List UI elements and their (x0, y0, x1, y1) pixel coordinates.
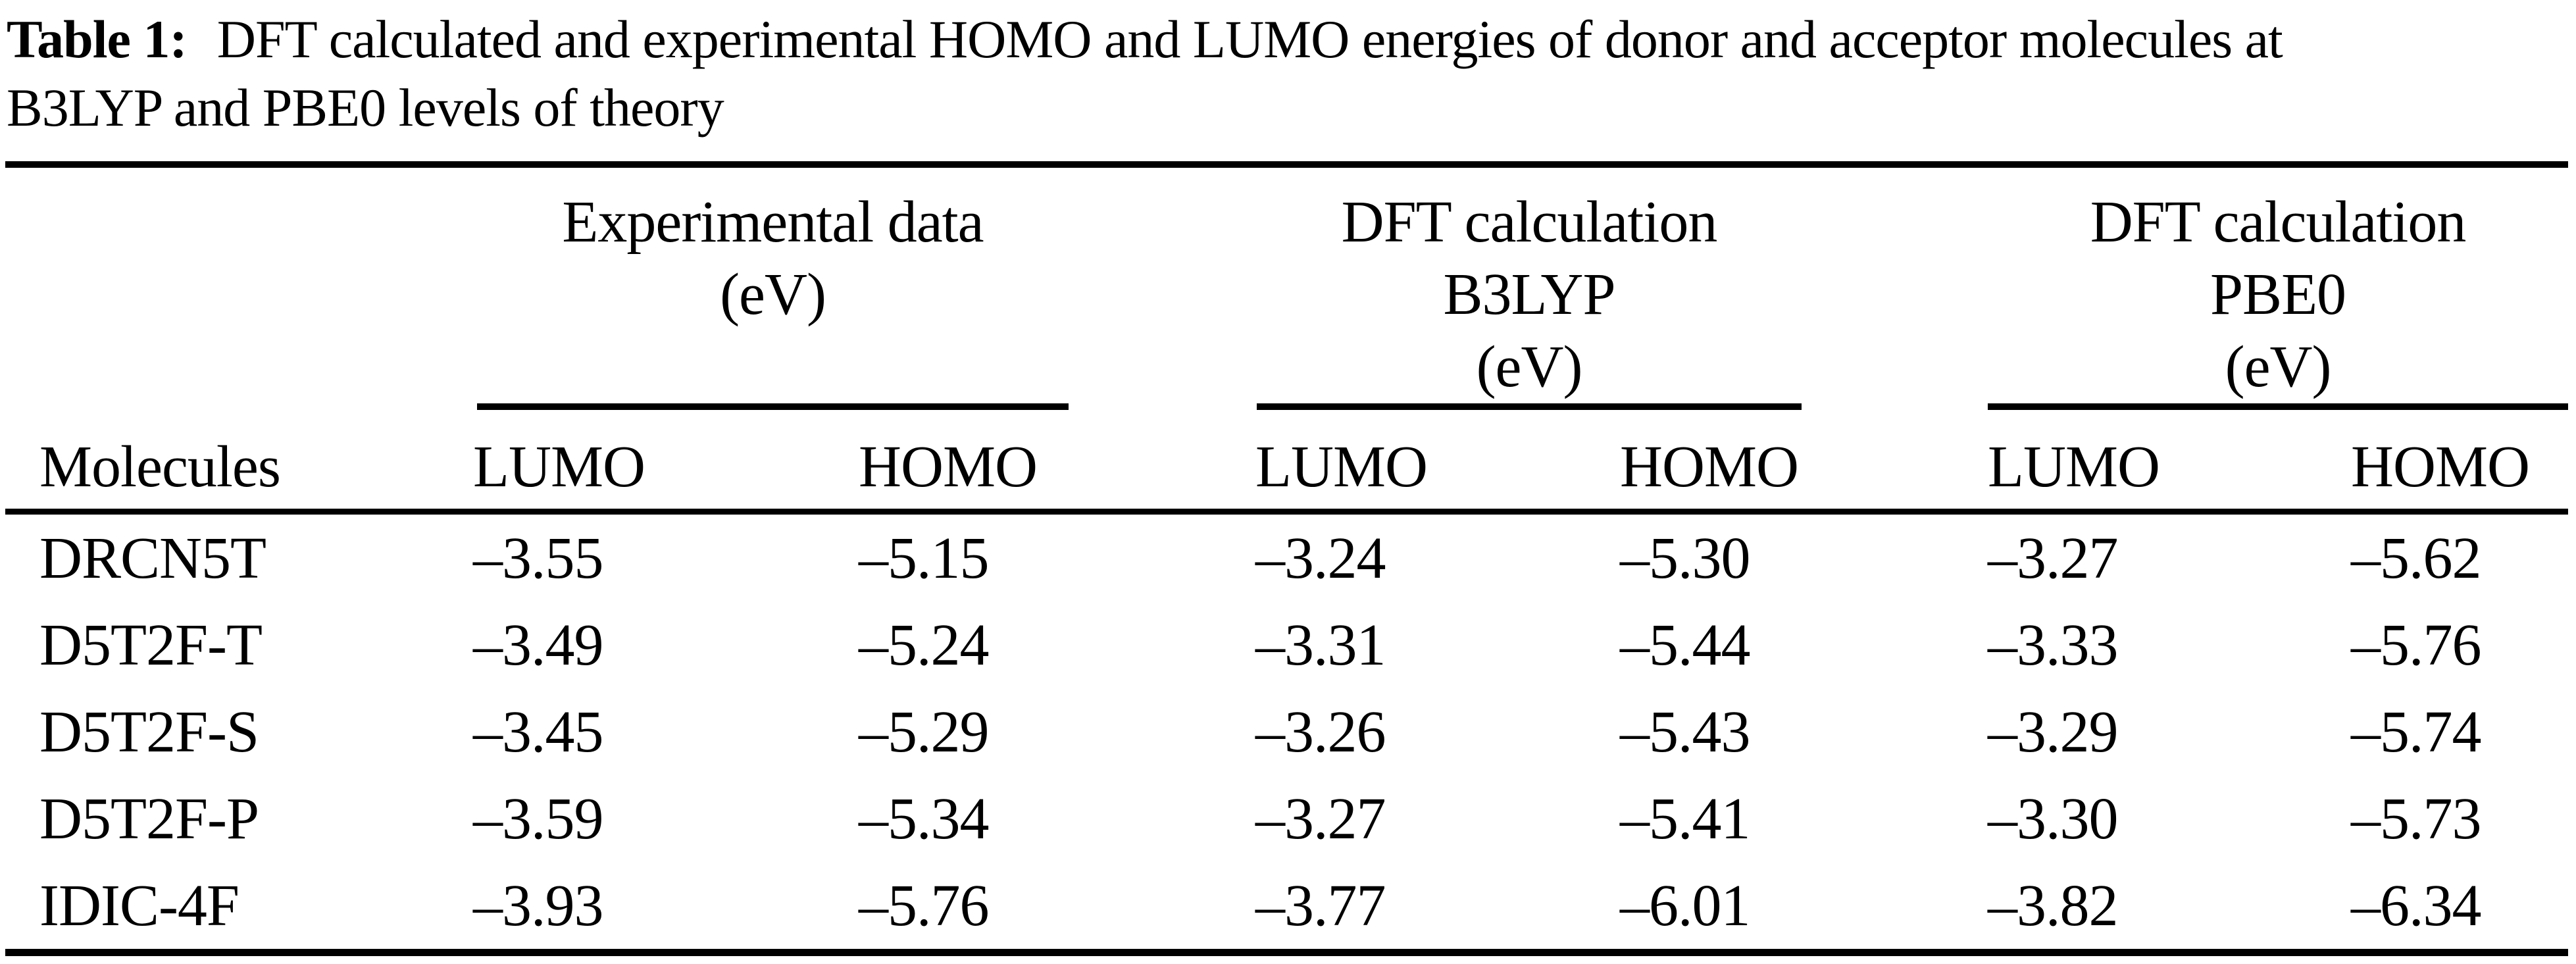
group-pbe0-line-2: PBE0 (2210, 262, 2346, 327)
value-b3lyp-lumo: –3.31 (1255, 612, 1386, 678)
value-pbe0-lumo: –3.82 (1988, 873, 2119, 938)
group-header-row: Experimental data (eV) DFT calculation B… (5, 165, 2569, 410)
table-row-d5t2f-s: D5T2F-S –3.45 –5.29 –3.26 –5.43 –3.29 –5… (5, 688, 2568, 775)
value-exp-homo: –5.34 (859, 786, 990, 851)
value-b3lyp-lumo: –3.26 (1255, 699, 1386, 765)
value-pbe0-homo: –6.34 (2351, 873, 2482, 938)
column-header-exp-homo: HOMO (859, 410, 1256, 515)
table-row-d5t2f-t: D5T2F-T –3.49 –5.24 –3.31 –5.44 –3.33 –5… (5, 601, 2568, 688)
value-b3lyp-homo: –5.41 (1620, 786, 1751, 851)
energies-table: Experimental data (eV) DFT calculation B… (5, 161, 2569, 956)
group-pbe0-line-1: DFT calculation (2090, 190, 2467, 255)
column-header-b3lyp-lumo: LUMO (1255, 410, 1621, 515)
table-row-idic-4f: IDIC-4F –3.93 –5.76 –3.77 –6.01 –3.82 –6… (5, 862, 2568, 953)
table-caption: Table 1: DFT calculated and experimental … (7, 5, 2568, 142)
group-b3lyp-line-2: B3LYP (1443, 262, 1616, 327)
value-b3lyp-lumo: –3.24 (1255, 525, 1386, 591)
value-exp-lumo: –3.55 (473, 525, 604, 591)
column-header-pbe0-lumo: LUMO (1988, 410, 2352, 515)
group-experimental-line-2: (eV) (720, 262, 826, 327)
group-b3lyp-line-1: DFT calculation (1341, 190, 1718, 255)
molecule-name: D5T2F-T (39, 612, 263, 678)
group-experimental-line-1: Experimental data (562, 190, 984, 255)
value-exp-lumo: –3.49 (473, 612, 604, 678)
b3lyp-spanner-rule (1257, 403, 1802, 410)
paper-table-page: Table 1: DFT calculated and experimental … (0, 5, 2576, 956)
caption-line-1: Table 1: DFT calculated and experimental … (7, 5, 2568, 74)
value-pbe0-lumo: –3.30 (1988, 786, 2119, 851)
value-exp-homo: –5.76 (859, 873, 990, 938)
column-header-molecules: Molecules (5, 410, 473, 515)
value-pbe0-lumo: –3.27 (1988, 525, 2119, 591)
molecule-name: D5T2F-P (39, 786, 259, 851)
caption-text-line-2: B3LYP and PBE0 levels of theory (7, 78, 724, 138)
molecule-name: D5T2F-S (39, 699, 259, 765)
table-row-drcn5t: DRCN5T –3.55 –5.15 –3.24 –5.30 –3.27 –5.… (5, 512, 2568, 602)
value-exp-homo: –5.29 (859, 699, 990, 765)
caption-text-line-1: DFT calculated and experimental HOMO and… (216, 9, 2283, 69)
group-header-cell-b3lyp: DFT calculation B3LYP (eV) (1255, 165, 1988, 410)
value-pbe0-homo: –5.74 (2351, 699, 2482, 765)
experimental-spanner-rule (477, 403, 1069, 410)
value-exp-lumo: –3.45 (473, 699, 604, 765)
table-row-d5t2f-p: D5T2F-P –3.59 –5.34 –3.27 –5.41 –3.30 –5… (5, 775, 2568, 862)
group-b3lyp-line-3: (eV) (1476, 334, 1583, 399)
column-header-row: Molecules LUMO HOMO LUMO HOMO LUMO HOMO (5, 410, 2569, 515)
value-exp-homo: –5.15 (859, 525, 990, 591)
value-exp-homo: –5.24 (859, 612, 990, 678)
value-b3lyp-homo: –5.44 (1620, 612, 1751, 678)
group-label-experimental-data: Experimental data (eV) (477, 168, 1069, 331)
molecule-name: IDIC-4F (39, 873, 240, 938)
value-pbe0-homo: –5.73 (2351, 786, 2482, 851)
value-b3lyp-homo: –5.30 (1620, 525, 1751, 591)
value-b3lyp-lumo: –3.77 (1255, 873, 1386, 938)
column-header-b3lyp-homo: HOMO (1620, 410, 1988, 515)
group-header-cell-pbe0: DFT calculation PBE0 (eV) (1988, 165, 2569, 410)
value-pbe0-lumo: –3.33 (1988, 612, 2119, 678)
value-pbe0-homo: –5.76 (2351, 612, 2482, 678)
group-header-spacer (5, 165, 473, 410)
value-exp-lumo: –3.59 (473, 786, 604, 851)
group-label-dft-b3lyp: DFT calculation B3LYP (eV) (1257, 168, 1802, 403)
value-exp-lumo: –3.93 (473, 873, 604, 938)
column-header-pbe0-homo: HOMO (2351, 410, 2569, 515)
value-b3lyp-lumo: –3.27 (1255, 786, 1386, 851)
value-b3lyp-homo: –6.01 (1620, 873, 1751, 938)
value-b3lyp-homo: –5.43 (1620, 699, 1751, 765)
molecule-name: DRCN5T (39, 525, 266, 591)
value-pbe0-lumo: –3.29 (1988, 699, 2119, 765)
group-header-cell-experimental: Experimental data (eV) (473, 165, 1255, 410)
group-label-dft-pbe0: DFT calculation PBE0 (eV) (1988, 168, 2568, 403)
pbe0-spanner-rule (1988, 403, 2569, 410)
group-pbe0-line-3: (eV) (2225, 334, 2332, 399)
column-header-exp-lumo: LUMO (473, 410, 859, 515)
caption-table-number: Table 1: (7, 9, 188, 69)
value-pbe0-homo: –5.62 (2351, 525, 2482, 591)
